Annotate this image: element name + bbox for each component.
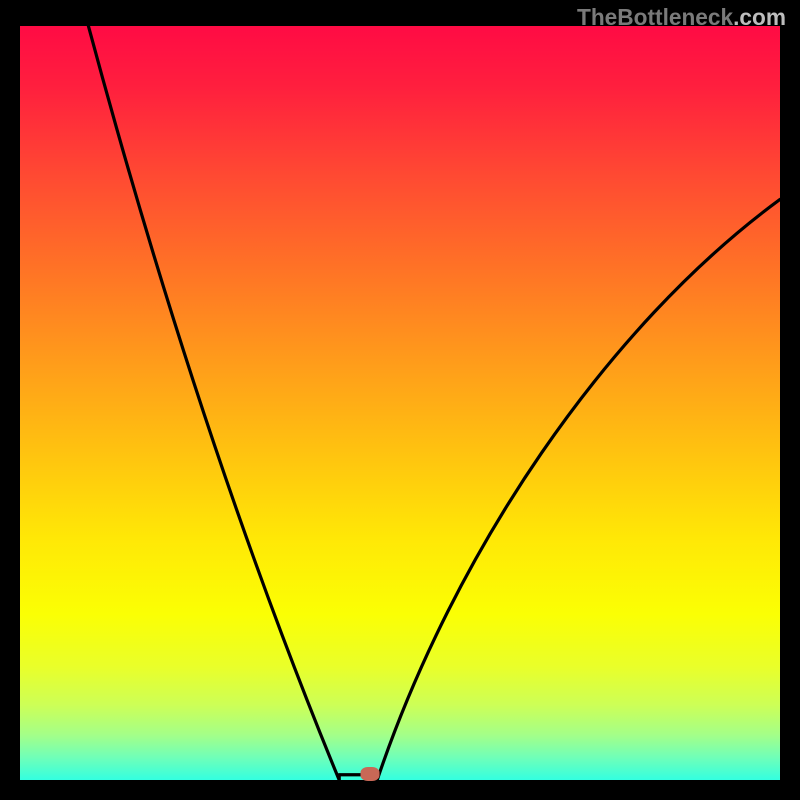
watermark-domain: TheBottleneck bbox=[577, 4, 733, 30]
chart-container: TheBottleneck.com bbox=[0, 0, 800, 800]
watermark-tld: .com bbox=[733, 4, 786, 30]
plot-area bbox=[20, 26, 780, 780]
optimal-point-marker bbox=[360, 767, 379, 781]
watermark: TheBottleneck.com bbox=[577, 4, 786, 31]
bottleneck-curve bbox=[20, 26, 780, 780]
